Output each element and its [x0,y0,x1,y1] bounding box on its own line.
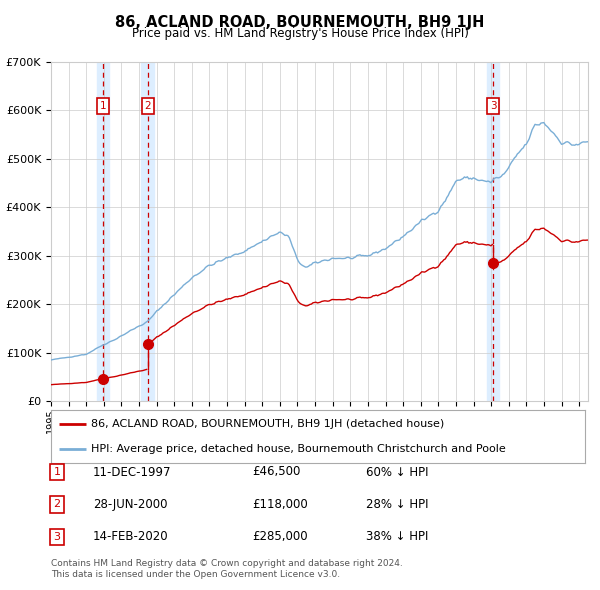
Text: 38% ↓ HPI: 38% ↓ HPI [366,530,428,543]
Text: Contains HM Land Registry data © Crown copyright and database right 2024.: Contains HM Land Registry data © Crown c… [51,559,403,568]
Text: This data is licensed under the Open Government Licence v3.0.: This data is licensed under the Open Gov… [51,571,340,579]
Text: 3: 3 [490,101,497,111]
Text: 2: 2 [53,500,61,509]
Text: £118,000: £118,000 [252,498,308,511]
Text: 28-JUN-2000: 28-JUN-2000 [93,498,167,511]
Bar [142,62,154,401]
Bar [487,62,499,401]
Text: 1: 1 [100,101,106,111]
Text: 1: 1 [53,467,61,477]
Text: £285,000: £285,000 [252,530,308,543]
Text: 14-FEB-2020: 14-FEB-2020 [93,530,169,543]
Text: 28% ↓ HPI: 28% ↓ HPI [366,498,428,511]
Text: 2: 2 [145,101,151,111]
Text: £46,500: £46,500 [252,466,301,478]
Text: 60% ↓ HPI: 60% ↓ HPI [366,466,428,478]
Text: 86, ACLAND ROAD, BOURNEMOUTH, BH9 1JH: 86, ACLAND ROAD, BOURNEMOUTH, BH9 1JH [115,15,485,30]
Text: 11-DEC-1997: 11-DEC-1997 [93,466,172,478]
Text: HPI: Average price, detached house, Bournemouth Christchurch and Poole: HPI: Average price, detached house, Bour… [91,444,506,454]
Bar [97,62,109,401]
Text: 3: 3 [53,532,61,542]
Text: 86, ACLAND ROAD, BOURNEMOUTH, BH9 1JH (detached house): 86, ACLAND ROAD, BOURNEMOUTH, BH9 1JH (d… [91,419,444,430]
Text: Price paid vs. HM Land Registry's House Price Index (HPI): Price paid vs. HM Land Registry's House … [131,27,469,40]
